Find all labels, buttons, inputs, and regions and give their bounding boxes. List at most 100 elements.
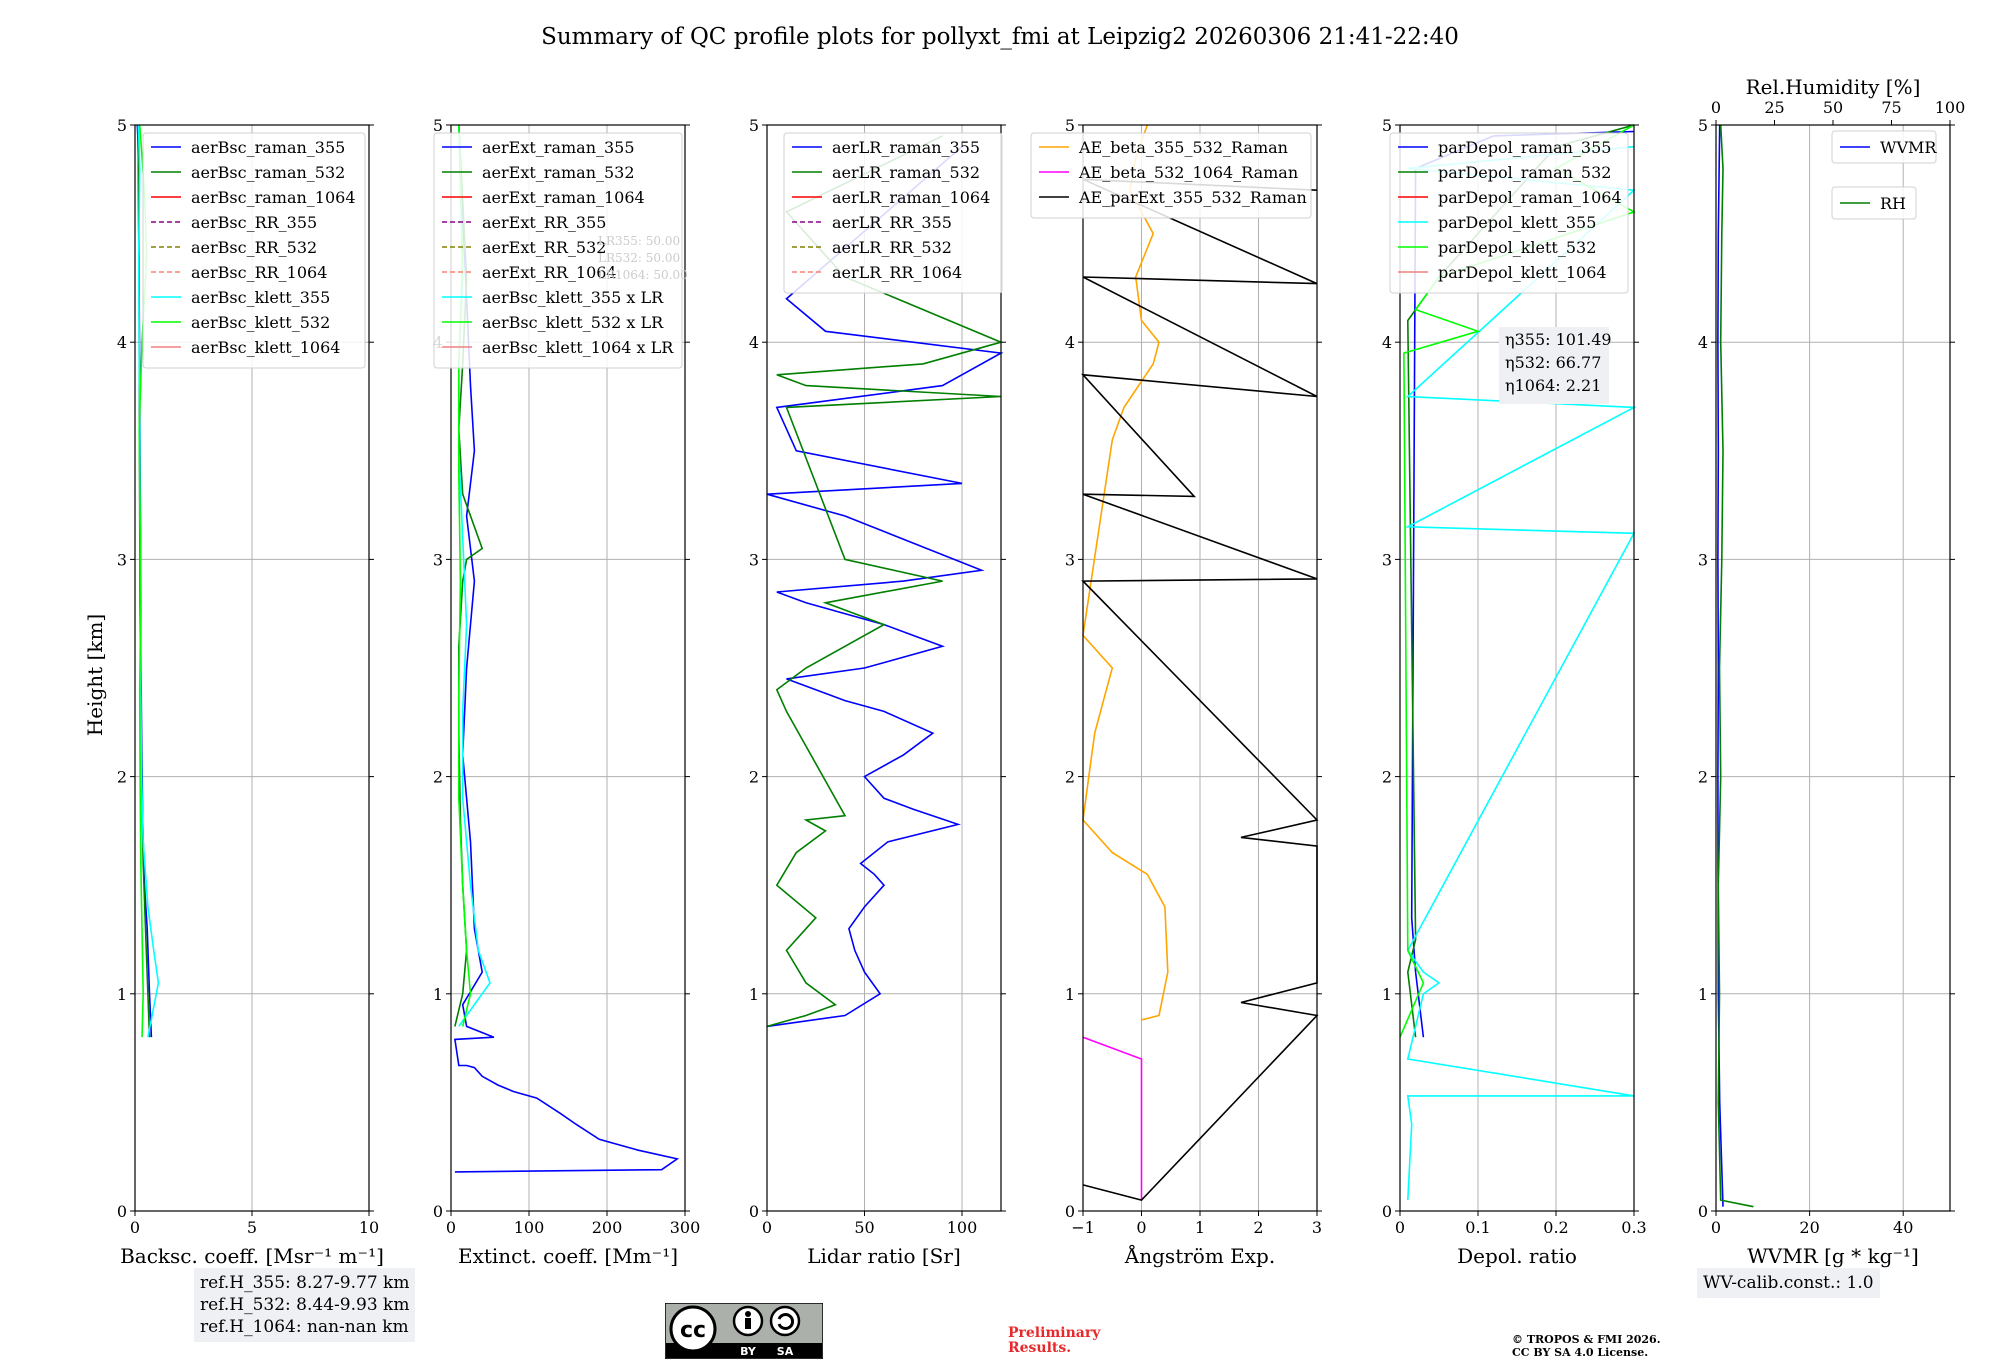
series-line-aerExt-raman-355 [453, 124, 680, 1173]
legend-label: aerBsc_klett_355 [191, 288, 330, 307]
legend-box [1831, 186, 1917, 220]
reference-heights-box: ref.H_355: 8.27-9.77 km ref.H_532: 8.44-9… [194, 1268, 416, 1342]
panel-frame [1715, 124, 1951, 1212]
panel-frame [1399, 124, 1635, 1212]
annotation-line: η355: 101.49 [1505, 330, 1612, 349]
x-tick-label: 100 [947, 1218, 978, 1237]
series-line-parDepol-klett-355 [1404, 145, 1637, 1201]
y-tick-label: 0 [433, 1202, 443, 1221]
legend-box [783, 132, 1003, 294]
x-tick-label: 50 [854, 1218, 874, 1237]
legend-box [1389, 132, 1629, 294]
panel-water_vapor: 0 20 40 0 1 2 3 4 5 WVMR [g * kg⁻¹] 0 25 50 75 100 Rel.… [1698, 75, 1965, 1268]
legend-label: aerBsc_raman_532 [191, 163, 345, 182]
legend-label: AE_beta_532_1064_Raman [1078, 163, 1298, 182]
cc-license-badge: cc BY SA [664, 1302, 824, 1363]
annotation-line: η1064: 2.21 [1505, 376, 1601, 395]
x-tick-label: 40 [1893, 1218, 1913, 1237]
legend-label: parDepol_raman_355 [1438, 138, 1611, 157]
x-axis-label: Depol. ratio [1457, 1244, 1577, 1268]
x-axis-label: Extinct. coeff. [Mm⁻¹] [458, 1244, 678, 1268]
legend-label: WVMR [1880, 138, 1937, 157]
legend-box [1831, 130, 1937, 164]
x-tick-label: 10 [359, 1218, 379, 1237]
y-tick-label: 0 [1698, 1202, 1708, 1221]
y-tick-label: 2 [1698, 768, 1708, 787]
legend-label: AE_beta_355_532_Raman [1078, 138, 1288, 157]
cc-icon-text: cc [680, 1318, 706, 1343]
panel-backscatter: 0 5 10 0 1 2 3 4 5 Backsc. coeff. [Msr⁻¹ m⁻¹] aerB… [117, 116, 384, 1268]
y-tick-label: 1 [1698, 985, 1708, 1004]
legend: AE_beta_355_532_Raman AE_beta_532_1064_Ra… [1030, 132, 1312, 219]
annotation-box [1499, 327, 1609, 404]
y-tick-label: 1 [117, 985, 127, 1004]
y-tick-label: 4 [117, 333, 127, 352]
top-x-tick-label: 100 [1935, 98, 1966, 117]
x-tick-label: 0 [130, 1218, 140, 1237]
top-x-tick-label: 0 [1711, 98, 1721, 117]
top-x-axis-label: Rel.Humidity [%] [1746, 75, 1921, 99]
x-axis-label: Lidar ratio [Sr] [807, 1244, 961, 1268]
y-tick-label: 5 [1065, 116, 1075, 135]
x-tick-label: 300 [670, 1218, 701, 1237]
y-tick-label: 5 [1382, 116, 1392, 135]
legend: aerLR_raman_355 aerLR_raman_532 aerLR_rama… [783, 132, 1003, 294]
legend-label: aerBsc_klett_355 x LR [482, 288, 664, 307]
ref-height-1064: ref.H_1064: nan-nan km [200, 1317, 409, 1337]
y-tick-label: 0 [749, 1202, 759, 1221]
legend-label: aerLR_RR_532 [832, 238, 952, 257]
legend-box [1030, 132, 1312, 219]
y-tick-label: 0 [117, 1202, 127, 1221]
y-tick-label: 3 [749, 550, 759, 569]
x-tick-label: 0 [1395, 1218, 1405, 1237]
legend-label: aerBsc_klett_532 x LR [482, 313, 664, 332]
y-tick-label: 2 [1382, 768, 1392, 787]
legend-label: aerExt_raman_1064 [482, 188, 645, 207]
legend-label: aerBsc_raman_355 [191, 138, 345, 157]
ref-height-355: ref.H_355: 8.27-9.77 km [200, 1273, 410, 1293]
x-tick-label: 200 [592, 1218, 623, 1237]
legend-label: aerBsc_RR_355 [191, 213, 317, 232]
legend-box [433, 132, 683, 369]
legend-label: aerBsc_klett_1064 x LR [482, 338, 674, 357]
y-tick-label: 3 [1698, 550, 1708, 569]
legend-label: RH [1880, 194, 1906, 213]
legend-label: aerLR_raman_355 [832, 138, 980, 157]
legend-label: aerBsc_RR_532 [191, 238, 317, 257]
x-tick-label: 0.1 [1465, 1218, 1490, 1237]
legend-label: aerExt_RR_355 [482, 213, 606, 232]
legend: aerBsc_raman_355 aerBsc_raman_532 aerBsc_r… [142, 132, 366, 369]
panel-lidar_ratio: 0 50 100 0 1 2 3 4 5 Lidar ratio [Sr] aerLR_raman_… [749, 116, 1006, 1268]
legend-label: aerLR_raman_532 [832, 163, 980, 182]
x-tick-label: 0 [762, 1218, 772, 1237]
y-tick-label: 5 [749, 116, 759, 135]
series-line-RH [1717, 124, 1754, 1208]
annotation-line: η532: 66.77 [1505, 353, 1601, 372]
ref-height-532: ref.H_532: 8.44-9.93 km [200, 1295, 410, 1315]
legend-label: aerExt_RR_1064 [482, 263, 617, 282]
legend-label: aerLR_RR_355 [832, 213, 952, 232]
y-tick-label: 2 [749, 768, 759, 787]
preliminary-results-note: Preliminary Results. [1008, 1326, 1100, 1356]
figure-title: Summary of QC profile plots for pollyxt_… [541, 24, 1459, 50]
top-x-tick-label: 25 [1764, 98, 1784, 117]
legend-label: parDepol_klett_355 [1438, 213, 1596, 232]
legend-label: parDepol_raman_532 [1438, 163, 1611, 182]
x-axis-label: Ångström Exp. [1124, 1243, 1275, 1268]
copyright-notice: © TROPOS & FMI 2026. CC BY SA 4.0 License… [1512, 1333, 1661, 1359]
x-tick-label: 0 [1711, 1218, 1721, 1237]
y-axis-label: Height [km] [83, 614, 107, 736]
x-tick-label: 1 [1195, 1218, 1205, 1237]
legend-label: aerExt_RR_532 [482, 238, 606, 257]
x-tick-label: 100 [514, 1218, 545, 1237]
x-tick-label: 20 [1799, 1218, 1819, 1237]
legend-label: parDepol_klett_1064 [1438, 263, 1607, 282]
y-tick-label: 3 [1065, 550, 1075, 569]
x-tick-label: 0 [1136, 1218, 1146, 1237]
legend-box [142, 132, 366, 369]
annotation: η355: 101.49 η532: 66.77 η1064: 2.21 [1499, 327, 1612, 404]
legend-label: aerBsc_klett_1064 [191, 338, 340, 357]
legend-label: parDepol_raman_1064 [1438, 188, 1622, 207]
